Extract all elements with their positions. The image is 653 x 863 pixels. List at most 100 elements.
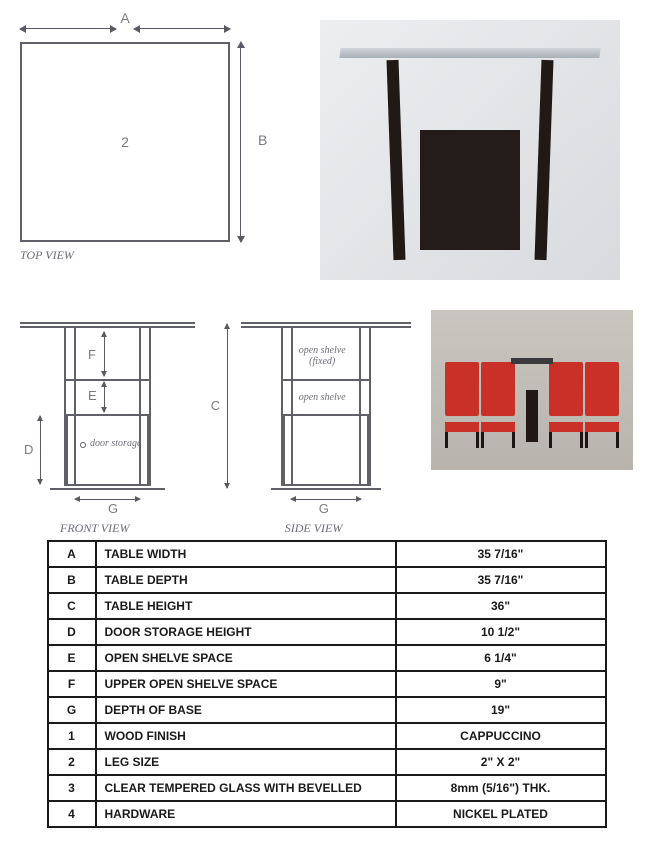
spec-desc: LEG SIZE — [96, 749, 396, 775]
spec-val: NICKEL PLATED — [396, 801, 606, 827]
spec-key: 3 — [48, 775, 96, 801]
side-shelf-fixed-label: open shelve (fixed) — [299, 345, 346, 367]
side-caption: SIDE VIEW — [285, 521, 343, 536]
spec-row: 3CLEAR TEMPERED GLASS WITH BEVELLED8mm (… — [48, 775, 606, 801]
dim-c-wrap: C — [215, 310, 241, 510]
spec-key: D — [48, 619, 96, 645]
dim-e-label: E — [88, 388, 97, 403]
product-photo-main — [320, 20, 620, 280]
topview-square: 2 — [20, 42, 230, 242]
topview-block: A 2 B TOP VIEW — [20, 20, 280, 263]
front-view-schematic: door storage F E D G FRONT VIEW — [20, 310, 195, 510]
spec-key: G — [48, 697, 96, 723]
side-floor-line — [271, 488, 381, 490]
spec-desc: OPEN SHELVE SPACE — [96, 645, 396, 671]
front-leg-outer-r — [149, 328, 151, 486]
dim-g-front-arrow — [75, 499, 140, 500]
side-view-schematic: open shelve (fixed) open shelve G SIDE V… — [241, 310, 411, 510]
row-topview-and-photo: A 2 B TOP VIEW — [20, 20, 633, 280]
dim-g-side-arrow — [291, 499, 361, 500]
photo-leg-right — [535, 60, 554, 260]
spec-table-body: ATABLE WIDTH35 7/16"BTABLE DEPTH35 7/16"… — [48, 541, 606, 827]
spec-row: ATABLE WIDTH35 7/16" — [48, 541, 606, 567]
spec-key: 1 — [48, 723, 96, 749]
arrow-a-left — [20, 28, 116, 29]
photo-glass-top — [339, 48, 600, 58]
room-chair-1 — [445, 362, 479, 448]
side-shelf-open-label: open shelve — [299, 392, 346, 403]
spec-row: 1WOOD FINISHCAPPUCCINO — [48, 723, 606, 749]
spec-val: 10 1/2" — [396, 619, 606, 645]
spec-val: 9" — [396, 671, 606, 697]
row-schematics-and-photo: door storage F E D G FRONT VIEW C open — [20, 310, 633, 510]
spec-desc: DOOR STORAGE HEIGHT — [96, 619, 396, 645]
spec-key: 2 — [48, 749, 96, 775]
dim-g-front-label: G — [108, 501, 118, 516]
spec-desc: WOOD FINISH — [96, 723, 396, 749]
dim-f-label: F — [88, 347, 96, 362]
front-floor-line — [50, 488, 165, 490]
spec-key: F — [48, 671, 96, 697]
photo-base-cabinet — [420, 130, 520, 250]
spec-desc: TABLE DEPTH — [96, 567, 396, 593]
room-chair-3 — [549, 362, 583, 448]
photo-leg-left — [387, 60, 406, 260]
dim-c-arrow — [227, 324, 228, 488]
dim-e-arrow — [104, 382, 105, 412]
spec-key: A — [48, 541, 96, 567]
side-shelf-upper — [283, 379, 369, 381]
spec-val: 8mm (5/16") THK. — [396, 775, 606, 801]
spec-key: 4 — [48, 801, 96, 827]
dim-d-label: D — [24, 442, 33, 457]
spec-desc: TABLE WIDTH — [96, 541, 396, 567]
dim-g-side-label: G — [319, 501, 329, 516]
room-table-top — [511, 358, 553, 364]
spec-table: ATABLE WIDTH35 7/16"BTABLE DEPTH35 7/16"… — [47, 540, 607, 828]
spec-desc: HARDWARE — [96, 801, 396, 827]
front-glass-top — [20, 322, 195, 328]
spec-row: BTABLE DEPTH35 7/16" — [48, 567, 606, 593]
dim-f-arrow — [104, 332, 105, 376]
spec-val: 36" — [396, 593, 606, 619]
room-chair-2 — [481, 362, 515, 448]
dim-b-bar: B — [240, 42, 241, 242]
spec-val: 6 1/4" — [396, 645, 606, 671]
dim-b-label: B — [258, 132, 267, 148]
side-leg-outer-r — [369, 328, 371, 486]
side-box — [283, 414, 369, 486]
topview-caption: TOP VIEW — [20, 248, 280, 263]
arrow-b — [240, 42, 241, 242]
spec-val: 19" — [396, 697, 606, 723]
spec-key: B — [48, 567, 96, 593]
product-photo-room — [431, 310, 633, 470]
top-center-number: 2 — [121, 134, 129, 150]
spec-desc: CLEAR TEMPERED GLASS WITH BEVELLED — [96, 775, 396, 801]
front-door-knob — [80, 442, 86, 448]
spec-row: CTABLE HEIGHT36" — [48, 593, 606, 619]
front-door-label: door storage — [90, 438, 141, 449]
spec-desc: UPPER OPEN SHELVE SPACE — [96, 671, 396, 697]
side-glass-top — [241, 322, 411, 328]
spec-key: C — [48, 593, 96, 619]
spec-row: FUPPER OPEN SHELVE SPACE9" — [48, 671, 606, 697]
dim-a-label: A — [120, 10, 129, 26]
spec-val: 35 7/16" — [396, 567, 606, 593]
spec-row: 4HARDWARENICKEL PLATED — [48, 801, 606, 827]
side-view-wrap: C open shelve (fixed) open shelve G SIDE… — [215, 310, 411, 510]
spec-row: 2LEG SIZE2" X 2" — [48, 749, 606, 775]
arrow-a-right — [134, 28, 230, 29]
topview-square-wrap: 2 B — [20, 42, 280, 242]
spec-desc: DEPTH OF BASE — [96, 697, 396, 723]
room-chair-4 — [585, 362, 619, 448]
front-door-box — [66, 414, 149, 486]
dim-d-arrow — [40, 416, 41, 484]
room-table-base — [526, 390, 538, 442]
spec-val: 2" X 2" — [396, 749, 606, 775]
front-caption: FRONT VIEW — [60, 521, 129, 536]
spec-val: 35 7/16" — [396, 541, 606, 567]
spec-key: E — [48, 645, 96, 671]
spec-row: EOPEN SHELVE SPACE6 1/4" — [48, 645, 606, 671]
dim-c-label: C — [211, 398, 220, 413]
spec-desc: TABLE HEIGHT — [96, 593, 396, 619]
front-shelf-upper — [66, 379, 149, 381]
